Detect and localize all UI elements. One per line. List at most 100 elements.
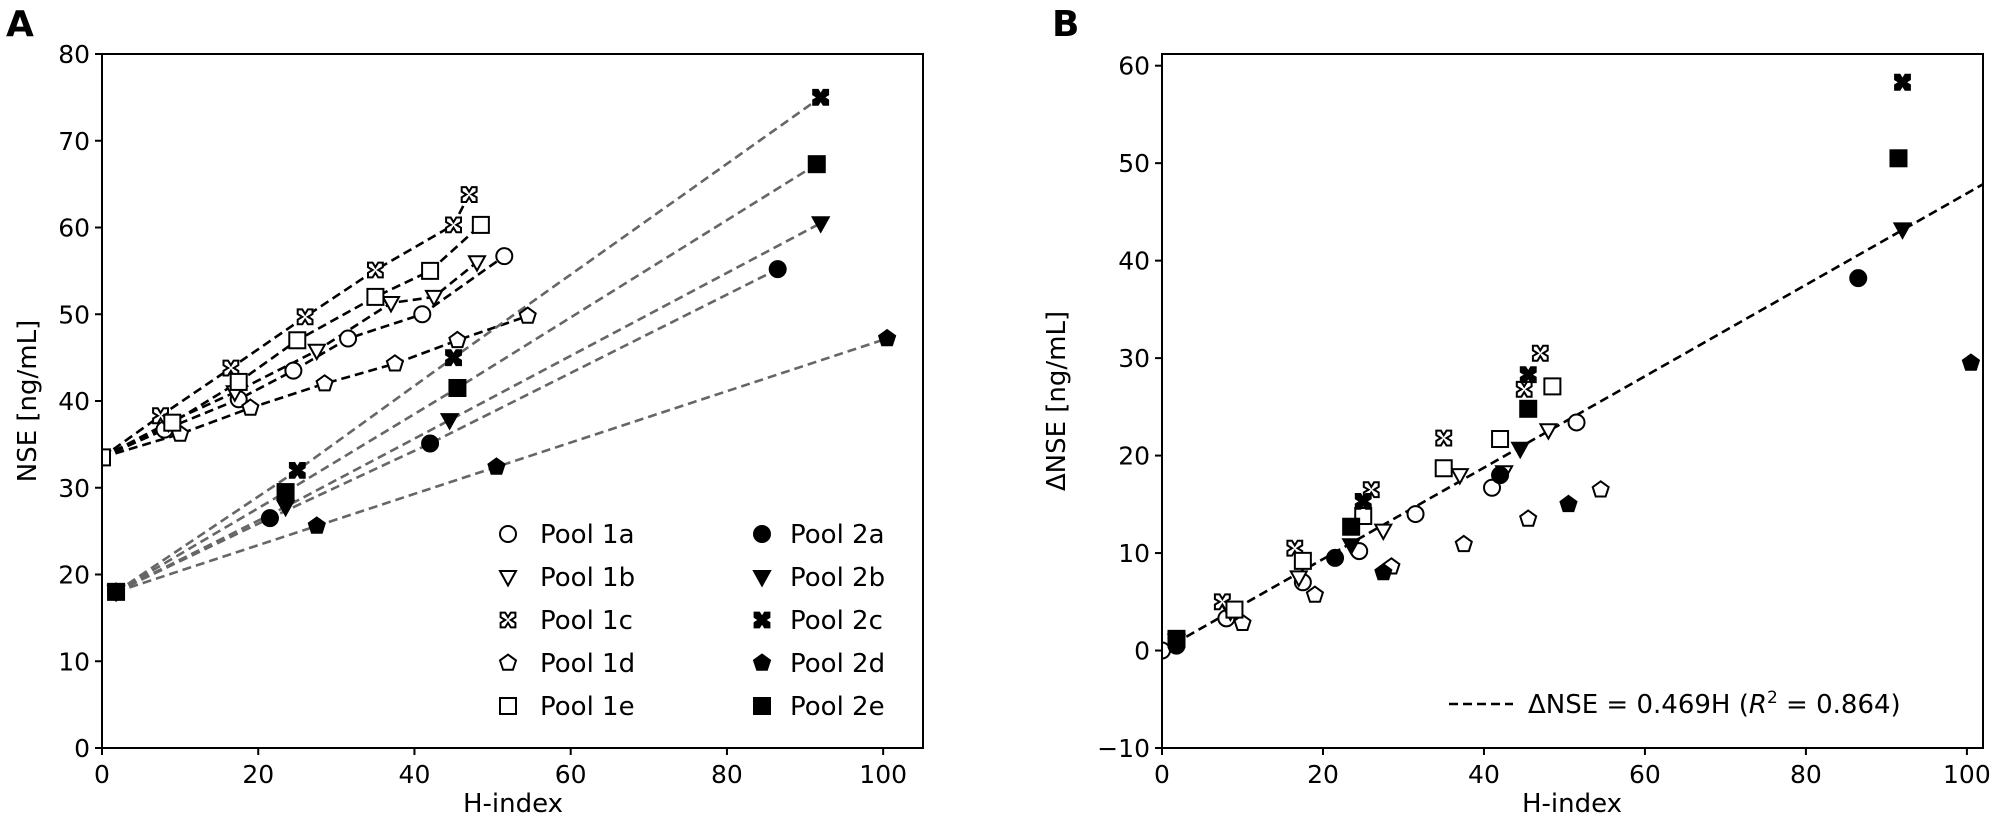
panel-b-point-pool-1d: [1454, 534, 1473, 553]
panel-a-point-pool-1e: [421, 261, 440, 280]
panel-a-point-pool-1d: [315, 374, 334, 392]
panel-b-point-pool-1a: [1567, 413, 1586, 432]
legend-marker-pool-1a: [499, 525, 517, 543]
panel-a-point-pool-1a: [413, 305, 432, 324]
panel-a-point-pool-1b: [307, 343, 327, 362]
panel-a-point-pool-2a: [421, 434, 440, 453]
panel-a-point-pool-2d: [487, 457, 506, 475]
panel-a-point-pool-1d: [241, 398, 260, 416]
panel-b-legend: ΔNSE = 0.469H (R2 = 0.864): [1449, 688, 1901, 720]
legend-label-pool-2b: Pool 2b: [790, 563, 885, 593]
panel-b-ytick-label: 30: [1118, 344, 1150, 373]
panel-a-point-pool-2c: [812, 88, 830, 106]
panel-a-xtick-label: 40: [399, 760, 431, 789]
panel-b-point-pool-1b: [1538, 423, 1559, 441]
panel-a-ytick-label: 80: [58, 40, 90, 69]
legend-marker-pool-2c: [753, 611, 771, 629]
legend-marker-pool-1e: [499, 697, 517, 715]
panel-a-ytick-label: 10: [58, 647, 90, 676]
panel-a-point-pool-1c: [222, 359, 240, 377]
panel-b-plot-area: [1162, 73, 1983, 660]
panel-b-xtick-label: 60: [1629, 760, 1661, 789]
panel-b-point-pool-1d: [1591, 480, 1610, 498]
panel-b-point-pool-1c: [1435, 429, 1453, 447]
panel-b-point-pool-2a: [1849, 269, 1868, 288]
panel-b-point-pool-2b: [1341, 538, 1361, 556]
legend-marker-pool-2b: [752, 570, 772, 588]
panel-a-line-pool-2c: [115, 96, 822, 593]
panel-b-point-pool-2e: [1889, 149, 1908, 168]
panel-a-point-pool-1a: [495, 247, 514, 266]
panel-b-xtick-label: 80: [1790, 760, 1822, 789]
panel-a-point-pool-1d: [518, 306, 537, 324]
panel-a-xtick-label: 0: [94, 760, 110, 789]
panel-b-point-pool-1e: [1543, 377, 1562, 396]
panel-a-point-pool-2e: [807, 155, 826, 174]
panel-a-point-pool-1b: [467, 255, 487, 273]
panel-b-point-pool-2d: [1961, 353, 1981, 371]
panel-b-point-pool-1b: [1289, 570, 1309, 588]
panel-a-xtick-label: 100: [859, 760, 907, 789]
panel-a-point-pool-1c: [367, 261, 384, 279]
panel-a-point-pool-1d: [385, 354, 405, 372]
panel-a-point-pool-2b: [439, 413, 460, 431]
panel-a-xtick-label: 80: [711, 760, 743, 789]
panel-a-point-pool-2b: [275, 499, 296, 518]
legend-marker-pool-1c: [499, 611, 517, 629]
panel-b-axes-frame: [1161, 53, 1984, 749]
panel-b-ytick-label: 40: [1118, 247, 1150, 276]
panel-b-ylabel: ΔNSE [ng/mL]: [1042, 311, 1072, 491]
legend-marker-pool-2e: [753, 697, 771, 715]
legend-label-pool-1b: Pool 1b: [540, 563, 635, 593]
panel-b-ytick-label: 20: [1118, 442, 1150, 471]
panel-a-point-pool-2d: [307, 516, 326, 534]
panel-b-point-pool-2c: [1354, 493, 1372, 510]
panel-b-point-pool-1a: [1406, 505, 1425, 524]
panel-b-point-pool-2b: [1510, 441, 1530, 460]
panel-a-point-pool-1e: [471, 215, 490, 234]
panel-a-point-pool-1c: [296, 308, 314, 326]
panel-a-point-pool-1e: [102, 448, 111, 467]
panel-b-point-pool-1e: [1293, 551, 1312, 570]
panel-a-ylabel: NSE [ng/mL]: [13, 320, 43, 483]
panel-b-point-pool-2e: [1167, 629, 1186, 648]
panel-a-xtick-label: 60: [555, 760, 587, 789]
panel-b-point-pool-1c: [1515, 380, 1533, 398]
panel-a-line-pool-2e: [115, 163, 818, 593]
legend-label-pool-2e: Pool 2e: [790, 692, 885, 722]
panel-a-point-pool-1b: [381, 296, 401, 314]
legend-fit-label: ΔNSE = 0.469H (R2 = 0.864): [1528, 688, 1901, 720]
legend-label-pool-1d: Pool 1d: [540, 649, 635, 679]
legend-label-pool-1a: Pool 1a: [540, 520, 635, 550]
panel-b-xtick-label: 40: [1468, 760, 1500, 789]
panel-a-point-pool-2b: [811, 216, 831, 234]
legend-label-pool-2c: Pool 2c: [790, 606, 883, 636]
legend-label-pool-1e: Pool 1e: [540, 692, 635, 722]
panel-a-line-pool-2d: [115, 337, 888, 594]
panel-b-point-pool-1e: [1491, 430, 1510, 449]
panel-a-point-pool-1d: [448, 330, 467, 349]
panel-b-ytick-label: 60: [1118, 52, 1150, 81]
panel-b-point-pool-2d: [1559, 494, 1578, 513]
panel-a-ytick-label: 30: [58, 474, 90, 503]
panel-a-point-pool-1e: [163, 413, 182, 432]
panel-a-point-pool-2a: [768, 260, 787, 279]
panel-b-point-pool-2a: [1326, 548, 1345, 567]
panel-a-point-pool-1b: [424, 289, 444, 308]
panel-a-ytick-label: 50: [58, 300, 90, 329]
panel-a-point-pool-2c: [445, 349, 462, 367]
panel-b-xtick-label: 20: [1307, 760, 1339, 789]
panel-a-ytick-label: 0: [74, 734, 90, 763]
panel-b-point-pool-1e: [1225, 600, 1244, 619]
legend-marker-pool-2a: [753, 525, 771, 543]
panel-b-point-pool-2e: [1342, 517, 1361, 536]
panel-b-point-pool-1a: [1483, 478, 1502, 497]
panel-b-point-pool-2d: [1374, 562, 1393, 581]
panel-b-point-pool-2b: [1892, 222, 1913, 240]
panel-b-xtick-label: 0: [1154, 760, 1170, 789]
panel-b-point-pool-1d: [1305, 585, 1325, 603]
panel-b-xlabel: H-index: [1522, 789, 1622, 819]
panel-b-ytick-label: −10: [1097, 734, 1150, 763]
